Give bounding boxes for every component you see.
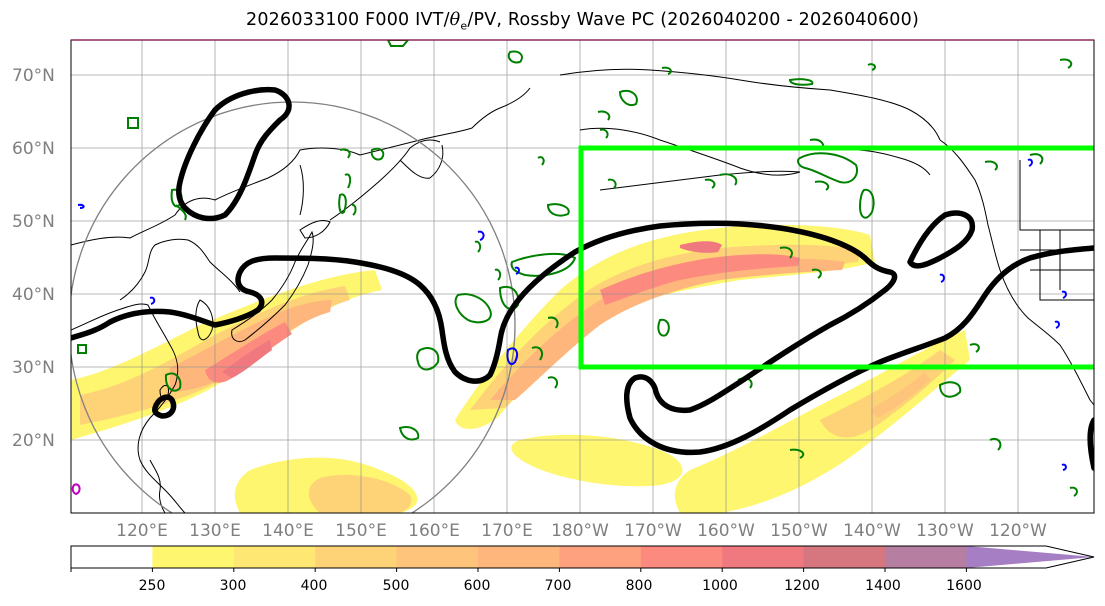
colorbar-label: 800 xyxy=(626,578,653,594)
lon-label: 140°E xyxy=(262,521,314,541)
colorbar-extend-triangle xyxy=(966,546,1094,568)
lat-labels: 70°N 60°N 50°N 40°N 30°N 20°N xyxy=(12,66,55,451)
ivt-shading xyxy=(71,224,970,513)
colorbar-segment xyxy=(315,546,398,568)
lat-label: 30°N xyxy=(12,358,55,378)
lon-label: 140°W xyxy=(843,521,901,541)
colorbar-label: 700 xyxy=(545,578,572,594)
lon-label: 170°E xyxy=(481,521,533,541)
lon-label: 160°E xyxy=(408,521,460,541)
lon-label: 160°W xyxy=(697,521,755,541)
lon-labels: 120°E 130°E 140°E 150°E 160°E 170°E 180°… xyxy=(116,521,1047,541)
lon-label: 130°E xyxy=(189,521,241,541)
colorbar-label: 300 xyxy=(220,578,247,594)
colorbar-segment xyxy=(722,546,805,568)
lon-label: 120°E xyxy=(116,521,168,541)
title-prefix: 2026033100 F000 IVT/ xyxy=(246,10,450,30)
colorbar-ticks xyxy=(70,568,967,572)
colorbar-segment xyxy=(885,546,967,568)
lon-label: 150°W xyxy=(770,521,828,541)
colorbar-label: 1200 xyxy=(784,578,820,594)
lat-label: 60°N xyxy=(12,139,55,159)
title-theta-subscript: e xyxy=(460,19,468,33)
gridlines xyxy=(71,40,1094,513)
lat-label: 70°N xyxy=(12,66,55,86)
lon-label: 170°W xyxy=(624,521,682,541)
colorbar-segment xyxy=(71,546,153,568)
lat-label: 40°N xyxy=(12,285,55,305)
lat-label: 20°N xyxy=(12,431,55,451)
colorbar-segment xyxy=(640,546,723,568)
colorbar-segment xyxy=(803,546,886,568)
colorbar-segment xyxy=(559,546,642,568)
lon-label: 180°W xyxy=(551,521,609,541)
colorbar-label: 400 xyxy=(301,578,328,594)
figure-title: 2026033100 F000 IVT/θe/PV, Rossby Wave P… xyxy=(0,10,1105,33)
range-circle xyxy=(71,101,516,513)
colorbar: 250 300 400 500 600 700 800 1000 1200 14… xyxy=(70,545,1095,594)
lon-label: 150°E xyxy=(335,521,387,541)
colorbar-segment xyxy=(152,546,235,568)
colorbar-label: 500 xyxy=(383,578,410,594)
lon-label: 130°W xyxy=(916,521,974,541)
lon-label: 120°W xyxy=(989,521,1047,541)
coastlines xyxy=(71,68,1094,513)
colorbar-label: 600 xyxy=(464,578,491,594)
colorbar-label: 1000 xyxy=(702,578,738,594)
pv-contours xyxy=(71,86,1094,471)
colorbar-outline xyxy=(70,545,1095,569)
colorbar-segments xyxy=(71,546,1094,568)
colorbar-segment xyxy=(478,546,560,568)
title-theta: θ xyxy=(449,10,461,30)
title-suffix: /PV, Rossby Wave PC (2026040200 - 202604… xyxy=(467,10,919,30)
colorbar-segment xyxy=(396,546,479,568)
colorbar-labels: 250 300 400 500 600 700 800 1000 1200 14… xyxy=(139,578,982,594)
colorbar-label: 1400 xyxy=(865,578,901,594)
colorbar-label: 250 xyxy=(139,578,166,594)
colorbar-label: 1600 xyxy=(946,578,982,594)
colorbar-segment xyxy=(233,546,316,568)
minor-contours xyxy=(71,158,1067,496)
lat-label: 50°N xyxy=(12,212,55,232)
rossby-wave-box xyxy=(578,145,1094,370)
